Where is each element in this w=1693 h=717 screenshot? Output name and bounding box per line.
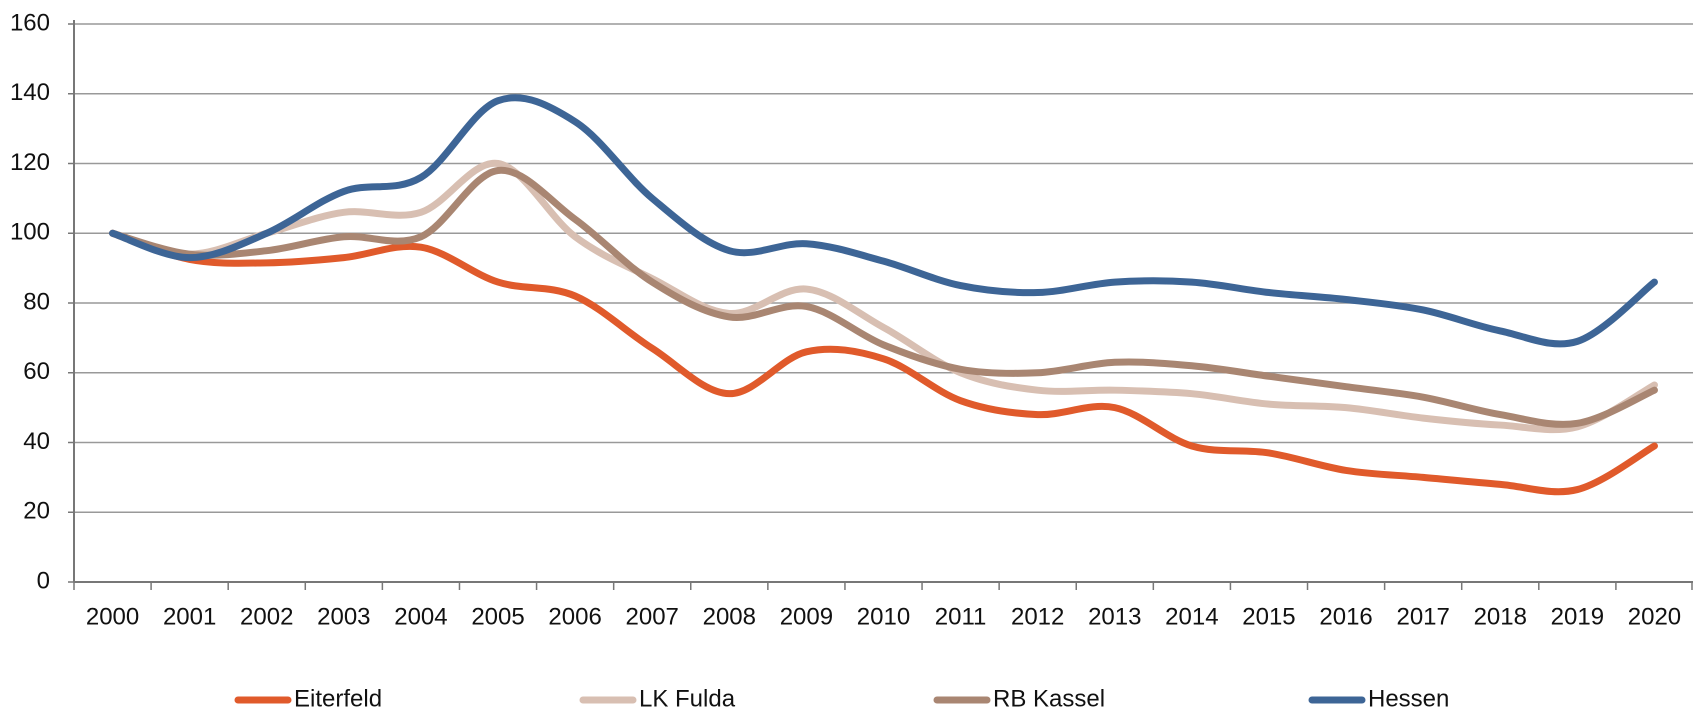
legend-label: LK Fulda: [639, 685, 736, 712]
x-tick-label: 2010: [857, 603, 910, 630]
y-tick-label: 60: [23, 358, 50, 385]
legend-label: Eiterfeld: [294, 685, 382, 712]
x-tick-label: 2016: [1319, 603, 1372, 630]
x-tick-label: 2002: [240, 603, 293, 630]
x-tick-label: 2008: [703, 603, 756, 630]
x-tick-label: 2003: [317, 603, 370, 630]
y-tick-label: 0: [37, 567, 50, 594]
x-tick-label: 2014: [1165, 603, 1218, 630]
x-tick-label: 2004: [394, 603, 447, 630]
x-tick-label: 2007: [626, 603, 679, 630]
x-tick-label: 2000: [86, 603, 139, 630]
x-tick-label: 2020: [1628, 603, 1681, 630]
x-tick-label: 2005: [471, 603, 524, 630]
series-line: [109, 166, 1658, 428]
series-line: [109, 229, 1658, 496]
legend-label: Hessen: [1368, 685, 1449, 712]
y-tick-label: 120: [10, 149, 50, 176]
series-line: [109, 94, 1658, 348]
x-tick-label: 2012: [1011, 603, 1064, 630]
y-tick-label: 100: [10, 219, 50, 246]
y-tick-label: 40: [23, 428, 50, 455]
y-tick-label: 20: [23, 498, 50, 525]
x-tick-label: 2006: [548, 603, 601, 630]
series-line: [109, 159, 1658, 434]
x-tick-label: 2018: [1474, 603, 1527, 630]
x-tick-label: 2011: [935, 603, 987, 630]
x-tick-label: 2001: [163, 603, 216, 630]
x-tick-label: 2009: [780, 603, 833, 630]
x-tick-label: 2015: [1242, 603, 1295, 630]
x-tick-label: 2019: [1551, 603, 1604, 630]
x-tick-label: 2013: [1088, 603, 1141, 630]
y-tick-label: 160: [10, 9, 50, 36]
y-tick-label: 140: [10, 79, 50, 106]
legend-label: RB Kassel: [993, 685, 1105, 712]
y-tick-label: 80: [23, 288, 50, 315]
x-tick-label: 2017: [1396, 603, 1449, 630]
